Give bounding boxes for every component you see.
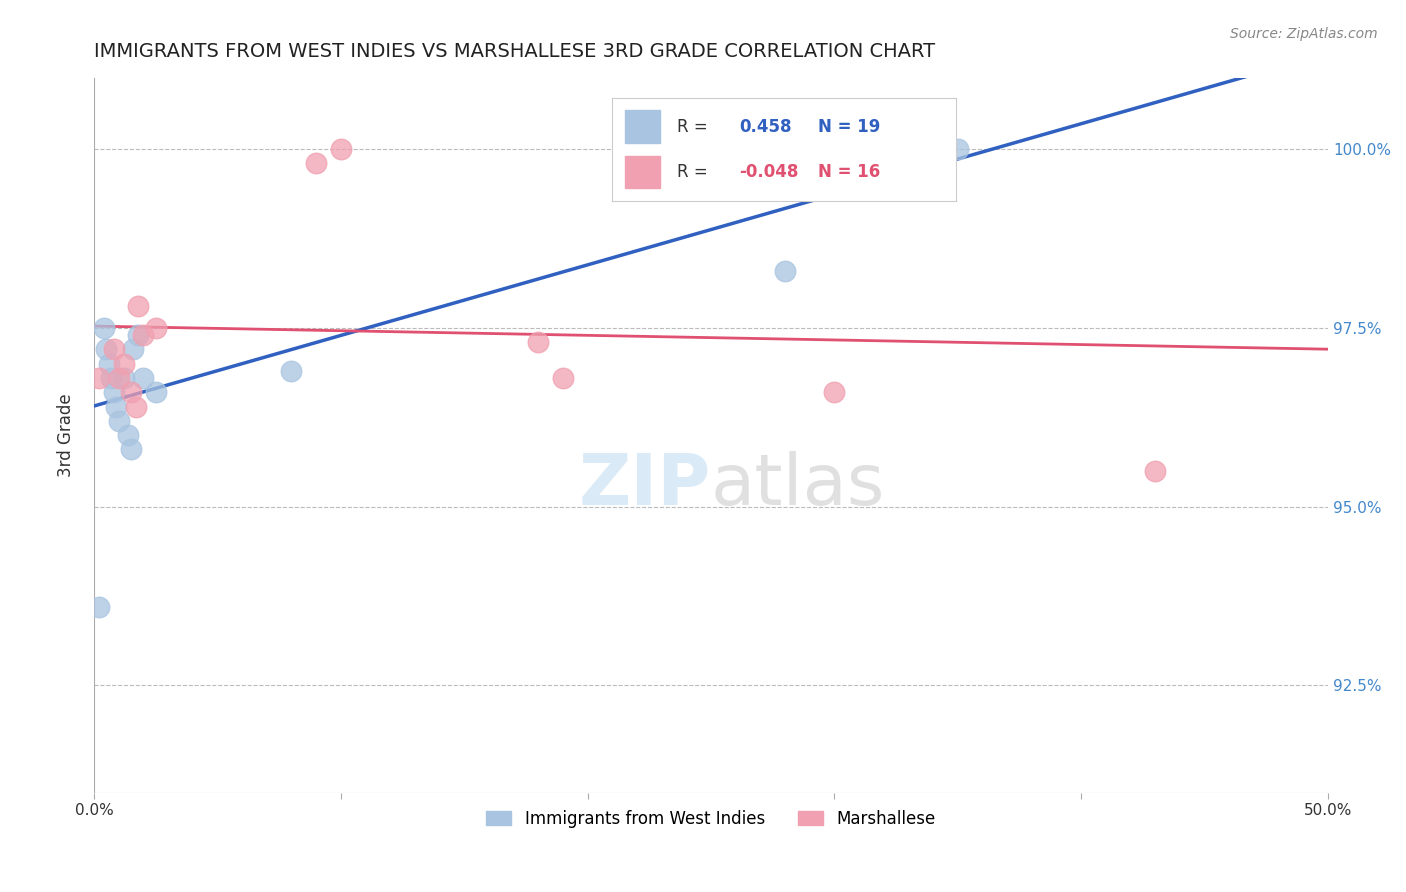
Point — [112, 371, 135, 385]
Text: N = 19: N = 19 — [818, 118, 880, 136]
Text: atlas: atlas — [711, 450, 886, 520]
Text: Source: ZipAtlas.com: Source: ZipAtlas.com — [1230, 27, 1378, 41]
Text: R =: R = — [678, 163, 707, 181]
Text: 0.458: 0.458 — [740, 118, 792, 136]
Legend: Immigrants from West Indies, Marshallese: Immigrants from West Indies, Marshallese — [479, 803, 942, 834]
Point — [103, 385, 125, 400]
Text: -0.048: -0.048 — [740, 163, 799, 181]
Point — [626, 178, 648, 192]
Point — [103, 343, 125, 357]
Point — [132, 328, 155, 343]
Point — [93, 321, 115, 335]
Point — [823, 385, 845, 400]
Bar — [626, 155, 659, 188]
Point — [87, 371, 110, 385]
Bar — [626, 111, 659, 144]
Point — [87, 599, 110, 614]
Point — [127, 300, 149, 314]
Point — [100, 371, 122, 385]
Point — [773, 156, 796, 170]
Point — [527, 335, 550, 350]
Point — [305, 156, 328, 170]
Point — [773, 263, 796, 277]
Point — [117, 428, 139, 442]
Point — [132, 371, 155, 385]
Point — [122, 343, 145, 357]
Point — [1144, 464, 1167, 478]
Point — [107, 371, 129, 385]
Point — [120, 442, 142, 457]
Point — [120, 385, 142, 400]
Text: ZIP: ZIP — [579, 450, 711, 520]
Point — [105, 400, 128, 414]
Point — [551, 371, 574, 385]
Point — [145, 385, 167, 400]
Point — [125, 400, 148, 414]
Point — [946, 142, 969, 156]
Point — [145, 321, 167, 335]
Point — [107, 414, 129, 428]
Point — [96, 343, 118, 357]
Y-axis label: 3rd Grade: 3rd Grade — [58, 393, 75, 477]
Text: N = 16: N = 16 — [818, 163, 880, 181]
Text: R =: R = — [678, 118, 713, 136]
Text: IMMIGRANTS FROM WEST INDIES VS MARSHALLESE 3RD GRADE CORRELATION CHART: IMMIGRANTS FROM WEST INDIES VS MARSHALLE… — [94, 42, 935, 61]
Point — [127, 328, 149, 343]
Point — [280, 364, 302, 378]
Point — [97, 357, 120, 371]
Point — [329, 142, 352, 156]
Point — [112, 357, 135, 371]
